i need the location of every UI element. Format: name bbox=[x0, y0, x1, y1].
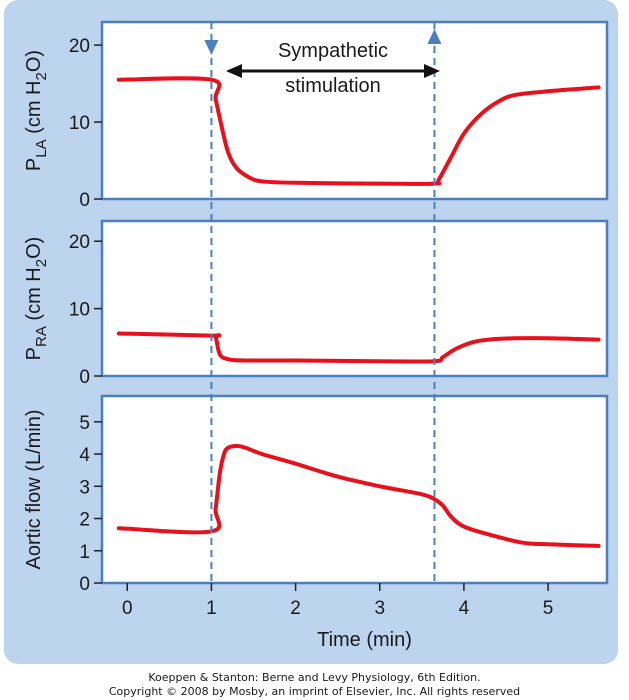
x-tick-label: 2 bbox=[290, 598, 301, 619]
plot-area-pla bbox=[100, 20, 609, 201]
x-tick-label: 5 bbox=[543, 598, 554, 619]
y-tick-label: 1 bbox=[79, 542, 90, 563]
y-tick-label: 0 bbox=[79, 574, 90, 595]
y-tick-label: 10 bbox=[69, 113, 90, 134]
y-axis-title-main: P bbox=[23, 158, 45, 171]
y-tick-label: 20 bbox=[69, 36, 90, 57]
y-tick-label: 3 bbox=[79, 477, 90, 498]
y-tick-label: 20 bbox=[69, 232, 90, 253]
y-axis-title-sub: LA bbox=[33, 139, 50, 157]
y-axis-title-units: (cm H bbox=[23, 80, 45, 139]
annotation-arrow-right-head bbox=[424, 64, 440, 78]
x-tick-label: 3 bbox=[374, 598, 385, 619]
y-tick-label: 5 bbox=[79, 413, 90, 434]
y-tick-label: 0 bbox=[79, 367, 90, 388]
x-axis-title: Time (min) bbox=[317, 629, 412, 651]
plot-area-pra bbox=[100, 219, 609, 378]
y-axis-title-units-end: O) bbox=[23, 237, 45, 259]
stimulation-start-arrow bbox=[204, 40, 219, 55]
x-tick-label: 4 bbox=[459, 598, 470, 619]
y-axis-title-units: (cm H bbox=[23, 267, 45, 326]
x-tick-label: 0 bbox=[122, 598, 133, 619]
caption-line-2: Copyright © 2008 by Mosby, an imprint of… bbox=[108, 685, 521, 698]
x-tick-label: 1 bbox=[206, 598, 217, 619]
panel-pla: 0 10 20 PLA (cm H2O) bbox=[23, 20, 609, 211]
annotation-line-2: stimulation bbox=[285, 75, 381, 97]
y-tick-label: 2 bbox=[79, 510, 90, 531]
y-tick-label: 0 bbox=[79, 190, 90, 211]
y-axis-title-units-end: O) bbox=[23, 50, 45, 72]
annotation-line-1: Sympathetic bbox=[278, 40, 388, 62]
y-axis-title-pla: PLA (cm H2O) bbox=[23, 50, 50, 171]
y-axis-title-sub: RA bbox=[33, 326, 50, 347]
stimulation-annotation: Sympathetic stimulation bbox=[226, 38, 440, 98]
y-tick-label: 4 bbox=[79, 445, 90, 466]
plot-area-aortic bbox=[100, 394, 609, 585]
stimulation-end-arrow bbox=[427, 29, 442, 44]
series-line-aortic bbox=[116, 444, 601, 548]
series-line-pra bbox=[116, 331, 601, 364]
annotation-arrow-left-head bbox=[226, 64, 242, 78]
y-axis-title-units-sub: 2 bbox=[33, 72, 50, 80]
panel-aortic: 0 1 2 3 4 5 0 1 2 3 4 5 Aortic flow (L/min) Time (min… bbox=[23, 394, 609, 651]
y-axis-title-main: P bbox=[23, 347, 45, 360]
y-tick-label: 10 bbox=[69, 300, 90, 321]
series-line-pla bbox=[116, 76, 601, 186]
y-axis-title-units-sub: 2 bbox=[33, 259, 50, 267]
panel-pra: 0 10 20 PRA (cm H2O) bbox=[23, 219, 609, 388]
y-axis-title-main: Aortic flow (L/min) bbox=[23, 409, 45, 569]
y-axis-title-aortic: Aortic flow (L/min) bbox=[23, 409, 45, 569]
caption-line-1: Koeppen & Stanton: Berne and Levy Physio… bbox=[148, 671, 481, 684]
stimulation-markers bbox=[204, 22, 442, 583]
y-axis-title-pra: PRA (cm H2O) bbox=[23, 237, 50, 361]
